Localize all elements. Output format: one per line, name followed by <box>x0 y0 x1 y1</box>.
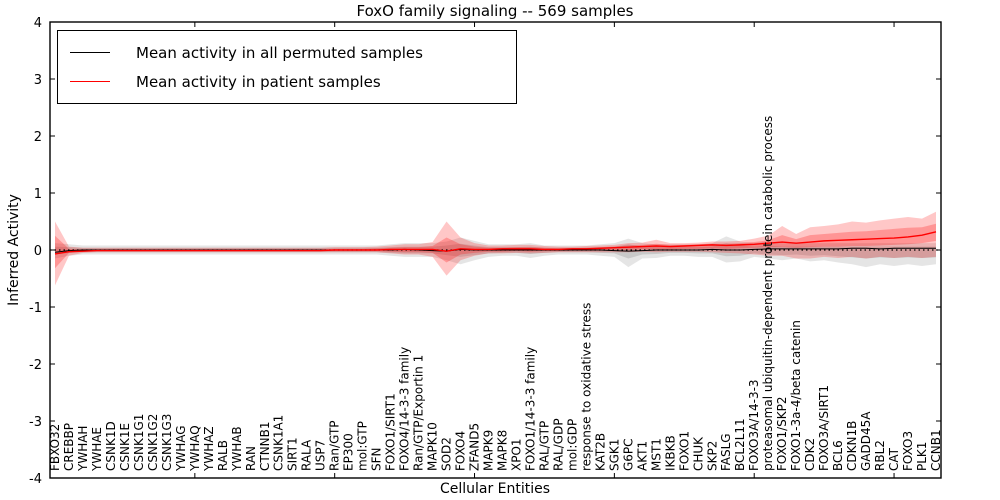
category-label: FOXO1 <box>677 431 691 471</box>
category-label: YWHAG <box>174 425 188 472</box>
category-label: RAL/GDP <box>551 418 565 471</box>
legend-entry-patient: Mean activity in patient samples <box>70 67 504 96</box>
category-label: Ran/GTP/Exportin 1 <box>412 355 426 471</box>
category-label: YWHAZ <box>202 426 216 472</box>
category-label: CSNK1D <box>104 421 118 471</box>
legend-label-permuted: Mean activity in all permuted samples <box>136 43 423 62</box>
y-tick-label: -4 <box>29 472 42 487</box>
patient-line-sample-icon <box>70 81 110 82</box>
category-label: CSNK1G1 <box>132 414 146 471</box>
category-label: EP300 <box>342 433 356 471</box>
category-label: BCL2L11 <box>733 418 747 471</box>
category-label: FOXO3 <box>901 431 915 471</box>
category-label: FOXO4/14-3-3 family <box>398 347 412 471</box>
y-tick-label: 1 <box>34 187 42 202</box>
category-label: BCL6 <box>831 440 845 471</box>
category-label: CSNK1E <box>118 423 132 471</box>
category-label: CREBBP <box>62 423 76 471</box>
category-label: MST1 <box>649 438 663 471</box>
category-label: CTNNB1 <box>258 421 272 471</box>
y-tick-label: -2 <box>29 358 42 373</box>
patient-mean-line <box>54 231 937 255</box>
y-tick-label: 2 <box>34 130 42 145</box>
category-label: proteasomal ubiquitin-dependent protein … <box>761 116 775 471</box>
category-label: FOXO1-3a-4/beta catenin <box>789 320 803 471</box>
category-label: SKP2 <box>705 441 719 471</box>
category-label: MAPK9 <box>482 430 496 471</box>
permuted-range-inner-band <box>55 243 936 259</box>
category-label: KAT2B <box>593 433 607 471</box>
category-label: MAPK10 <box>426 422 440 471</box>
chart-title: FoxO family signaling -- 569 samples <box>356 2 634 20</box>
permuted-line-sample-icon <box>70 52 110 53</box>
patient-range-inner-band <box>55 223 936 269</box>
category-label: CSNK1G2 <box>146 414 160 471</box>
category-label: FBXO32 <box>48 424 62 471</box>
permuted-range-outer-band <box>55 236 936 268</box>
category-label: mol:GDP <box>565 419 579 471</box>
y-tick-label: 3 <box>34 73 42 88</box>
category-label: FOXO1/SKP2 <box>775 396 789 471</box>
category-label: MAPK8 <box>495 430 509 471</box>
category-label: CCNB1 <box>929 429 943 471</box>
category-label: response to oxidative stress <box>579 303 593 471</box>
category-label: YWHAQ <box>188 425 202 472</box>
category-label: FOXO3A/SIRT1 <box>817 385 831 471</box>
category-label: SOD2 <box>440 437 454 471</box>
category-label: XPO1 <box>509 438 523 471</box>
category-label: RAL/GTP <box>537 421 551 471</box>
category-label: RALB <box>216 440 230 471</box>
category-label: CDK2 <box>803 438 817 471</box>
category-label: G6PC <box>621 438 635 471</box>
category-label: FOXO4 <box>454 431 468 471</box>
category-label: USP7 <box>314 440 328 471</box>
category-label: FASLG <box>719 433 733 471</box>
category-label: RBL2 <box>873 440 887 471</box>
category-label: AKT1 <box>635 441 649 471</box>
y-axis-label: Inferred Activity <box>6 194 22 306</box>
category-label: FOXO1/14-3-3 family <box>523 347 537 471</box>
category-label: YWHAH <box>76 426 90 472</box>
category-label: SGK1 <box>607 439 621 471</box>
category-label: IKBKB <box>663 435 677 471</box>
category-label: FOXO3A/14-3-3 <box>747 379 761 471</box>
category-label: SIRT1 <box>286 437 300 471</box>
category-label: ZFAND5 <box>468 423 482 471</box>
category-label: mol:GTP <box>356 421 370 471</box>
legend-entry-permuted: Mean activity in all permuted samples <box>70 38 504 67</box>
category-label: CSNK1G3 <box>160 414 174 471</box>
category-label: CDKN1B <box>845 421 859 471</box>
legend-label-patient: Mean activity in patient samples <box>136 72 381 91</box>
legend: Mean activity in all permuted samples Me… <box>57 30 517 104</box>
category-label: FOXO1/SIRT1 <box>384 393 398 471</box>
category-label: RAN <box>244 446 258 471</box>
category-label: GADD45A <box>859 411 873 471</box>
x-axis-label: Cellular Entities <box>439 481 551 497</box>
category-label: YWHAB <box>230 426 244 472</box>
category-label: YWHAE <box>90 427 104 472</box>
category-label: CAT <box>887 447 901 471</box>
y-tick-label: -1 <box>29 301 42 316</box>
y-tick-label: 0 <box>34 244 42 259</box>
category-label: SFN <box>370 448 384 472</box>
category-label: CHUK <box>691 436 705 471</box>
category-label: PLK1 <box>915 442 929 471</box>
y-tick-label: 4 <box>34 16 42 31</box>
category-label: CSNK1A1 <box>272 415 286 471</box>
category-label: Ran/GTP <box>328 420 342 471</box>
category-label: RALA <box>300 439 314 471</box>
y-tick-label: -3 <box>29 415 42 430</box>
